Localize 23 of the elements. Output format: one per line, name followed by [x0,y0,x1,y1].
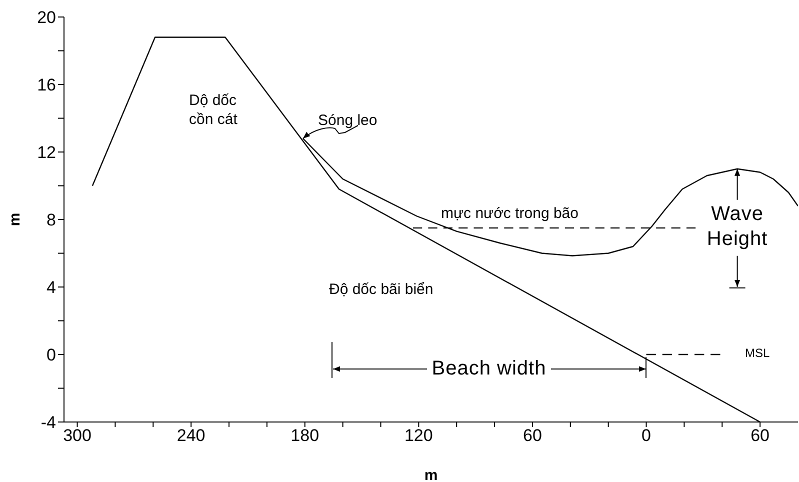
annotation: Wave Height [706,202,769,252]
annotation: Độ dốc bãi biển [329,280,434,298]
x-tick-label: 180 [290,426,320,446]
annotation: Dộ dốc cồn cát [189,91,238,129]
y-tick-label: 8 [46,210,56,230]
y-tick-label: 20 [37,8,56,28]
x-tick-label: 120 [404,426,433,446]
x-tick-label: 60 [750,426,770,446]
x-tick-label: 0 [642,426,652,446]
y-tick-label: 16 [37,76,56,95]
x-tick-label: 240 [176,426,206,446]
annotation: Beach width [432,357,546,380]
y-tick-label: 12 [37,143,56,162]
x-tick-label: 300 [63,426,92,446]
y-tick-label: -4 [40,413,56,432]
y-tick-label: 4 [46,278,56,298]
x-tick-label: 60 [523,426,542,446]
annotation: mực nước trong bão [441,204,578,222]
y-axis-title: m [6,212,24,226]
y-tick-label: 0 [46,346,56,365]
x-axis-title: m [424,467,438,482]
annotation: Sóng leo [318,112,378,129]
annotation: MSL [745,346,770,360]
